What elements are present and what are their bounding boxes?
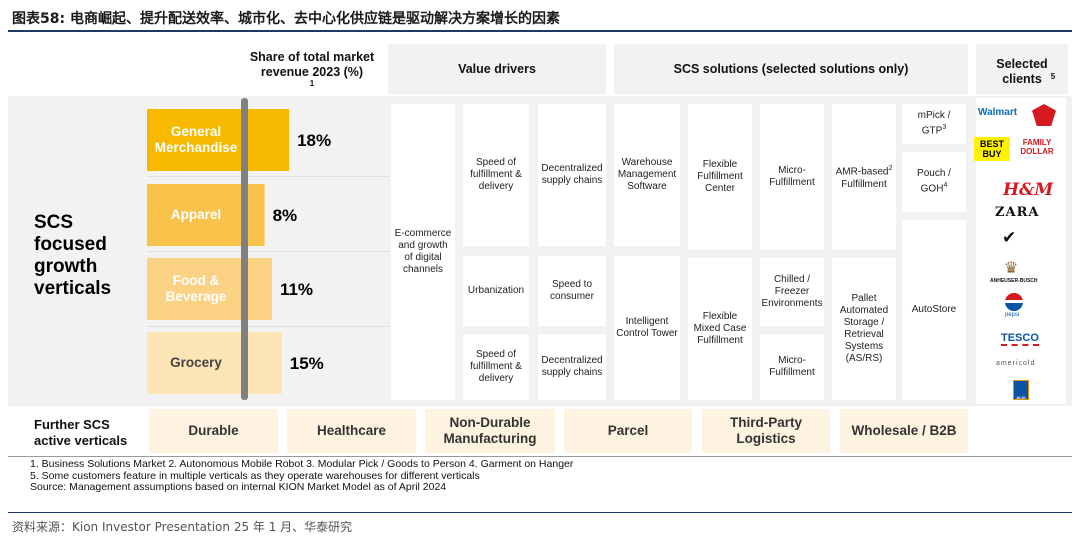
driver-decentralized-1: Decentralized supply chains <box>538 104 606 246</box>
bar-2 <box>147 258 272 320</box>
amr-text-2: Fulfillment <box>841 178 887 190</box>
driver-speed-fulfillment-2: Speed of fulfillment & delivery <box>463 334 529 400</box>
value-label-2: 11% <box>280 280 313 299</box>
vertical-healthcare: Healthcare <box>287 409 416 453</box>
anheuser-busch-logo: ANHEUSER-BUSCH <box>990 278 1038 284</box>
aldi-logo: ALDI <box>1013 380 1029 400</box>
header-clients: Selected clients 5 <box>976 44 1068 94</box>
vertical-3pl: Third-Party Logistics <box>702 409 830 453</box>
driver-speed-fulfillment-1: Speed of fulfillment & delivery <box>463 104 529 246</box>
hm-logo: H&M <box>1003 180 1054 200</box>
row-separator <box>147 176 390 177</box>
amr-sup: 2 <box>888 165 893 173</box>
mpick-text-2: GTP <box>921 125 943 137</box>
canadian-tire-logo <box>1032 104 1056 126</box>
tesco-logo: TESCO <box>1001 332 1039 346</box>
footnote-line: Source: Management assumptions based on … <box>30 481 447 493</box>
vertical-non-durable: Non-Durable Manufacturing <box>425 409 555 453</box>
pepsi-globe-icon <box>1005 293 1023 311</box>
category-general-merchandise: General Merchandise <box>154 124 238 155</box>
driver-ecommerce: E-commerce and growth of digital channel… <box>391 104 455 400</box>
vertical-wholesale: Wholesale / B2B <box>840 409 968 453</box>
amr-text: AMR-based <box>835 166 889 178</box>
scs-focused-label: SCS focused growth verticals <box>34 212 112 299</box>
further-verticals-label: Further SCS active verticals <box>34 417 128 448</box>
source-line: 资料来源：Kion Investor Presentation 25 年 1 月… <box>12 520 353 534</box>
footnote-line: 5. Some customers feature in multiple ve… <box>30 469 480 482</box>
category-grocery: Grocery <box>170 355 222 370</box>
row-separator <box>147 251 390 252</box>
value-label-3: 15% <box>290 354 324 373</box>
nike-logo: ✔ <box>1002 228 1017 247</box>
category-food-beverage: Food & Beverage <box>165 273 227 304</box>
figure-title: 图表58: 电商崛起、提升配送效率、城市化、去中心化供应链是驱动解决方案增长的因… <box>12 11 560 27</box>
bar-0 <box>147 109 290 171</box>
solution-pouch: Pouch / GOH4 <box>902 152 966 212</box>
category-apparel: Apparel <box>170 207 222 222</box>
mpick-text-1: mPick / <box>917 110 951 122</box>
header-clients-sup: 5 <box>1050 72 1056 81</box>
source-rule <box>8 512 1072 513</box>
pepsi-logo: pepsi <box>1005 312 1020 318</box>
bar-axis-line <box>241 98 248 400</box>
vertical-parcel: Parcel <box>564 409 692 453</box>
header-scs-solutions: SCS solutions (selected solutions only) <box>614 44 968 94</box>
value-label-1: 8% <box>273 206 298 225</box>
driver-urbanization: Urbanization <box>463 256 529 326</box>
zara-logo: ZARA <box>995 205 1040 220</box>
footnotes: 1. Business Solutions Market 2. Autonomo… <box>30 458 574 494</box>
solution-wms: Warehouse Management Software <box>614 104 680 246</box>
header-share-text: Share of total market revenue 2023 (%) <box>249 50 375 79</box>
title-rule <box>8 30 1072 32</box>
header-clients-text: Selected clients <box>996 57 1048 86</box>
americold-logo: americold <box>996 360 1036 367</box>
solution-mixed-case: Flexible Mixed Case Fulfillment <box>688 258 752 400</box>
solution-micro-fulfillment-1: Micro-Fulfillment <box>760 104 824 250</box>
family-dollar-logo: FAMILY DOLLAR <box>1020 138 1054 156</box>
bar-3 <box>147 332 282 394</box>
solution-mpick: mPick / GTP3 <box>902 104 966 144</box>
header-share: Share of total market revenue 2023 (%) 1 <box>244 44 380 94</box>
pouch-text-1: Pouch / <box>917 168 951 180</box>
pouch-text-2: GOH <box>920 183 944 195</box>
solution-amr: AMR-based2 Fulfillment <box>832 104 896 250</box>
footnote-line: 1. Business Solutions Market 2. Autonomo… <box>30 458 574 470</box>
vertical-durable: Durable <box>149 409 278 453</box>
pouch-sup: 4 <box>943 182 948 190</box>
solution-chilled: Chilled / Freezer Environments <box>760 258 824 326</box>
notes-rule <box>8 456 1072 457</box>
header-value-drivers: Value drivers <box>388 44 606 94</box>
solution-control-tower: Intelligent Control Tower <box>614 256 680 400</box>
walmart-logo: Walmart <box>978 107 1018 118</box>
solution-pallet-asrs: Pallet Automated Storage / Retrieval Sys… <box>832 258 896 400</box>
header-share-sup: 1 <box>309 79 315 88</box>
solution-flexible-fulfillment: Flexible Fulfillment Center <box>688 104 752 250</box>
solution-autostore: AutoStore <box>902 220 966 400</box>
row-separator <box>147 326 390 327</box>
driver-speed-consumer: Speed to consumer <box>538 256 606 326</box>
solution-micro-fulfillment-2: Micro-Fulfillment <box>760 334 824 400</box>
driver-decentralized-2: Decentralized supply chains <box>538 334 606 400</box>
value-label-0: 18% <box>297 131 331 150</box>
bestbuy-logo: BEST BUY <box>974 137 1010 161</box>
mpick-sup: 3 <box>942 124 947 132</box>
anheuser-eagle-icon: ♛ <box>1004 260 1019 277</box>
